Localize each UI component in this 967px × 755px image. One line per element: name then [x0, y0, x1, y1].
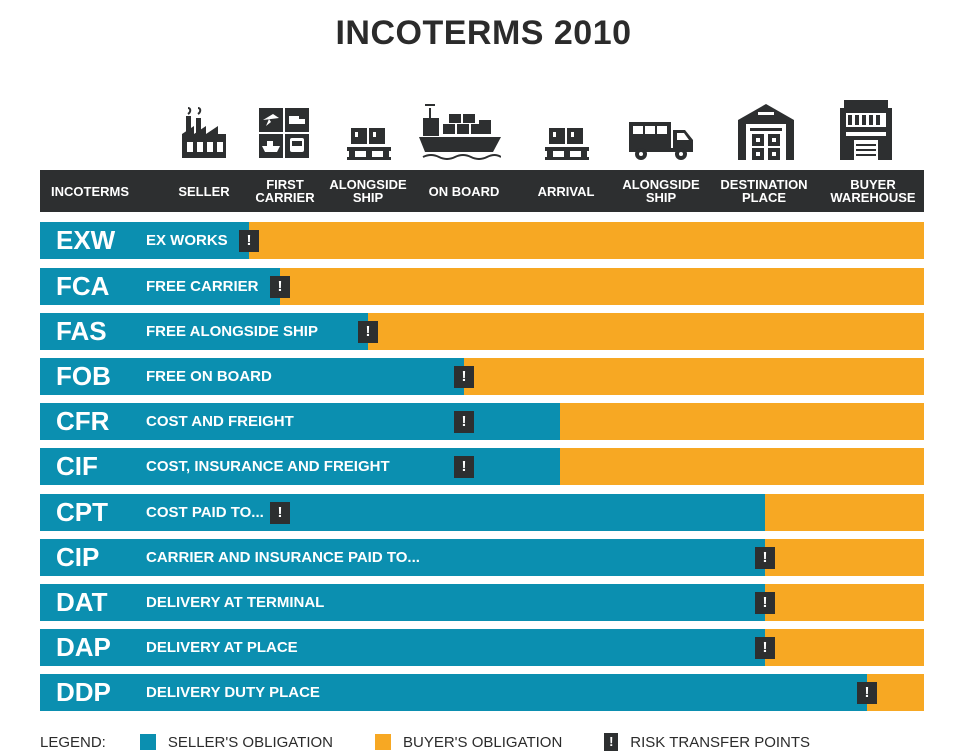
term-code: EXW — [56, 225, 116, 255]
term-row: CIP CARRIER AND INSURANCE PAID TO... ! — [40, 539, 924, 576]
seller-obligation-bar — [40, 268, 280, 305]
term-name: FREE ALONGSIDE SHIP — [146, 323, 318, 340]
term-name: DELIVERY DUTY PLACE — [146, 684, 320, 701]
seller-obligation-bar — [40, 539, 765, 576]
term-name: CARRIER AND INSURANCE PAID TO... — [146, 549, 420, 566]
buyer-swatch — [375, 734, 391, 750]
seller-obligation-bar — [40, 403, 560, 440]
term-code: FCA — [56, 271, 110, 301]
term-code: CPT — [56, 497, 108, 527]
column-header-alongside-ship: ALONGSIDE SHIP — [329, 177, 407, 205]
term-row: FAS FREE ALONGSIDE SHIP ! — [40, 313, 924, 350]
seller-swatch — [139, 734, 156, 750]
term-row: FCA FREE CARRIER ! — [40, 268, 924, 305]
column-header-destination-place: DESTINATION PLACE — [720, 177, 808, 205]
risk-transfer-marker: ! — [454, 411, 474, 433]
seller-obligation-bar — [40, 222, 249, 259]
risk-marker-icon: ! — [604, 733, 619, 751]
pallet-icon — [538, 96, 596, 160]
term-row: DDP DELIVERY DUTY PLACE ! — [40, 674, 924, 711]
risk-transfer-marker: ! — [857, 682, 877, 704]
term-code: DAP — [56, 632, 111, 662]
term-row: FOB FREE ON BOARD ! — [40, 358, 924, 395]
term-code: CFR — [56, 406, 110, 436]
legend-seller: SELLER'S OBLIGATION — [167, 733, 333, 751]
term-row: EXW EX WORKS ! — [40, 222, 924, 259]
legend-label: LEGEND: — [40, 733, 106, 751]
seller-obligation-bar — [40, 313, 368, 350]
factory-icon — [175, 96, 233, 160]
cargo-ship-icon — [418, 96, 502, 160]
legend: LEGEND: SELLER'S OBLIGATION BUYER'S OBLI… — [40, 731, 940, 753]
risk-transfer-marker: ! — [755, 547, 775, 569]
seller-obligation-bar — [40, 358, 464, 395]
term-code: DDP — [56, 677, 111, 707]
term-name: EX WORKS — [146, 232, 228, 249]
term-row: CFR COST AND FREIGHT ! — [40, 403, 924, 440]
risk-transfer-marker: ! — [270, 276, 290, 298]
building-icon — [834, 96, 898, 160]
term-name: COST, INSURANCE AND FREIGHT — [146, 458, 390, 475]
column-header-bar: INCOTERMS SELLER FIRST CARRIER ALONGSIDE… — [40, 170, 924, 212]
seller-obligation-bar — [40, 494, 765, 531]
term-code: DAT — [56, 587, 108, 617]
term-code: CIP — [56, 542, 100, 572]
column-header-first-carrier: FIRST CARRIER — [255, 177, 315, 205]
seller-obligation-bar — [40, 584, 765, 621]
term-row: CIF COST, INSURANCE AND FREIGHT ! — [40, 448, 924, 485]
risk-transfer-marker: ! — [755, 637, 775, 659]
term-name: DELIVERY AT TERMINAL — [146, 594, 325, 611]
risk-transfer-marker: ! — [270, 502, 290, 524]
term-name: COST AND FREIGHT — [146, 413, 294, 430]
term-code: CIF — [56, 451, 98, 481]
seller-obligation-bar — [40, 674, 867, 711]
column-header-buyer-warehouse: BUYER WAREHOUSE — [830, 177, 916, 205]
risk-transfer-marker: ! — [454, 456, 474, 478]
term-code: FAS — [56, 316, 107, 346]
term-name: COST PAID TO... — [146, 504, 264, 521]
legend-risk: RISK TRANSFER POINTS — [630, 733, 811, 751]
term-name: FREE ON BOARD — [146, 368, 272, 385]
risk-transfer-marker: ! — [239, 230, 259, 252]
term-row: DAT DELIVERY AT TERMINAL ! — [40, 584, 924, 621]
seller-obligation-bar — [40, 629, 765, 666]
column-header-alongside-ship-dest: ALONGSIDE SHIP — [622, 177, 700, 205]
column-header-seller: SELLER — [178, 183, 230, 199]
term-name: FREE CARRIER — [146, 278, 259, 295]
column-header-arrival: ARRIVAL — [537, 183, 595, 199]
term-name: DELIVERY AT PLACE — [146, 639, 298, 656]
risk-transfer-marker: ! — [454, 366, 474, 388]
transport-modes-icon — [255, 96, 313, 160]
term-row: DAP DELIVERY AT PLACE ! — [40, 629, 924, 666]
risk-transfer-marker: ! — [358, 321, 378, 343]
legend-buyer: BUYER'S OBLIGATION — [403, 733, 563, 751]
page-title: INCOTERMS 2010 — [335, 14, 632, 52]
column-header-on-board: ON BOARD — [428, 183, 500, 199]
warehouse-icon — [734, 96, 798, 160]
risk-transfer-marker: ! — [755, 592, 775, 614]
truck-icon — [626, 96, 696, 160]
term-row: CPT COST PAID TO... ! — [40, 494, 924, 531]
term-code: FOB — [56, 361, 111, 391]
column-header-incoterms: INCOTERMS — [51, 183, 129, 199]
pallet-icon — [340, 96, 398, 160]
